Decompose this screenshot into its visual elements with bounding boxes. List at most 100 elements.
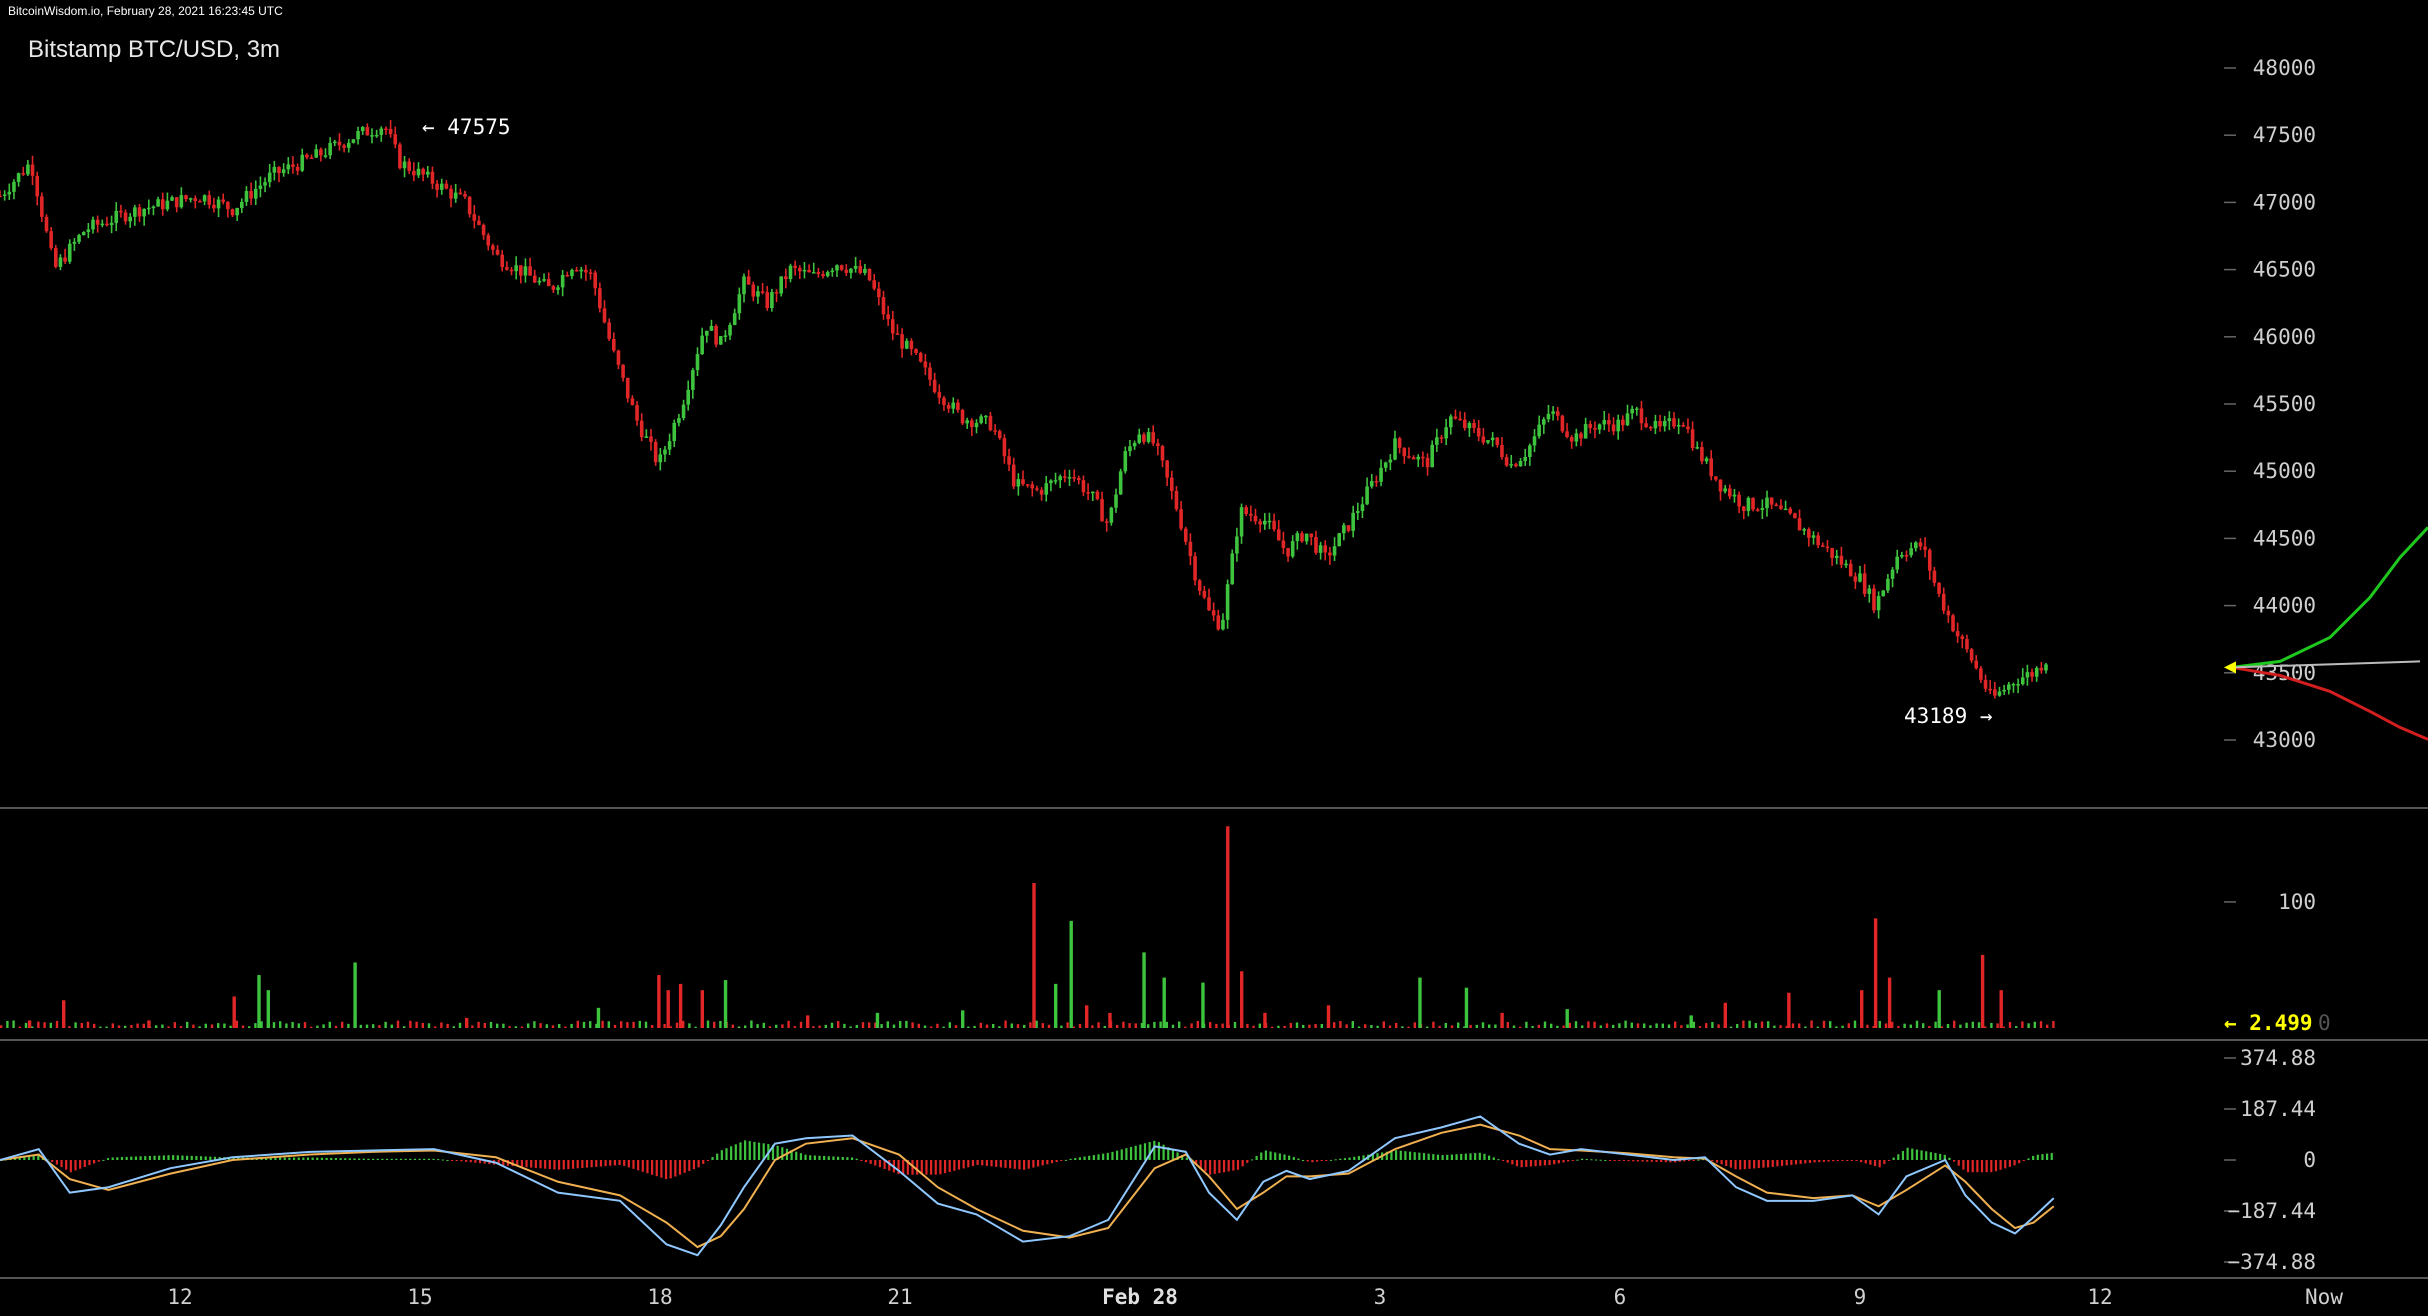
volume-spike xyxy=(1723,1002,1727,1028)
candle-body xyxy=(1077,478,1081,481)
candle-body xyxy=(774,292,779,294)
macd-histogram-bar xyxy=(1455,1154,1458,1160)
macd-histogram-bar xyxy=(1785,1160,1788,1166)
volume-bar xyxy=(43,1022,46,1028)
volume-bar xyxy=(235,1020,238,1028)
volume-bar xyxy=(1463,1026,1466,1028)
macd-histogram-bar xyxy=(581,1160,584,1168)
macd-histogram-bar xyxy=(850,1157,854,1160)
macd-histogram-bar xyxy=(65,1160,68,1170)
volume-bar xyxy=(1643,1023,1646,1028)
candle-body xyxy=(67,243,72,262)
volume-bar xyxy=(632,1021,635,1028)
macd-histogram-bar xyxy=(1743,1160,1746,1170)
volume-bar xyxy=(458,1022,462,1028)
macd-histogram-bar xyxy=(1343,1158,1347,1160)
volume-bar xyxy=(272,1022,276,1028)
candle-body xyxy=(1481,436,1486,443)
macd-tick-label: −374.88 xyxy=(2227,1250,2316,1274)
candle-body xyxy=(1142,434,1146,442)
volume-bar xyxy=(539,1023,542,1028)
volume-bar xyxy=(1798,1023,1801,1028)
volume-bar xyxy=(1388,1025,1392,1028)
candle-body xyxy=(1979,668,1983,680)
volume-bar xyxy=(1283,1025,1286,1028)
candle-body xyxy=(1955,631,1960,637)
macd-histogram-bar xyxy=(213,1156,217,1160)
candle-body xyxy=(198,201,202,203)
macd-histogram-bar xyxy=(1460,1153,1463,1160)
candle-body xyxy=(695,354,700,371)
volume-bar xyxy=(341,1021,344,1028)
candle-body xyxy=(128,216,132,222)
candle-body xyxy=(1276,529,1281,541)
candle-body xyxy=(1109,507,1114,523)
volume-bar xyxy=(1537,1024,1540,1028)
macd-histogram-bar xyxy=(1929,1152,1932,1160)
macd-histogram-bar xyxy=(1966,1160,1970,1173)
macd-histogram-bar xyxy=(1855,1160,1858,1161)
volume-bar xyxy=(285,1023,288,1028)
candle-body xyxy=(672,422,677,442)
macd-histogram-bar xyxy=(1218,1160,1221,1174)
macd-histogram-bar xyxy=(1278,1153,1281,1160)
volume-bar xyxy=(1320,1023,1323,1028)
candle-body xyxy=(1300,533,1304,542)
volume-bar xyxy=(192,1024,195,1028)
macd-histogram-bar xyxy=(162,1155,165,1160)
candle-body xyxy=(900,334,904,349)
volume-bar xyxy=(1878,1020,1881,1028)
macd-histogram-bar xyxy=(334,1158,337,1160)
candle-body xyxy=(398,144,402,169)
candle-body xyxy=(439,183,444,190)
volume-bar xyxy=(24,1022,28,1028)
macd-histogram-bar xyxy=(1418,1152,1421,1160)
candle-body xyxy=(1049,480,1053,484)
macd-histogram-bar xyxy=(1306,1160,1309,1162)
macd-histogram-bar xyxy=(855,1158,858,1160)
macd-histogram-bar xyxy=(1976,1160,1979,1173)
candle-body xyxy=(886,314,890,320)
volume-bar xyxy=(682,1020,685,1028)
volume-bar xyxy=(1450,1025,1454,1028)
candle-body xyxy=(1900,555,1904,557)
macd-histogram-bar xyxy=(51,1160,54,1162)
volume-spike xyxy=(62,1000,66,1028)
candle-body xyxy=(1495,437,1500,446)
volume-bar xyxy=(390,1024,393,1028)
candle-body xyxy=(1123,451,1128,472)
macd-histogram-bar xyxy=(1604,1160,1607,1161)
macd-histogram-bar xyxy=(1055,1160,1058,1163)
volume-spike xyxy=(1108,1012,1112,1028)
volume-bar xyxy=(737,1026,741,1028)
macd-histogram-bar xyxy=(1325,1160,1328,1161)
macd-histogram-bar xyxy=(1646,1160,1649,1162)
macd-histogram-bar xyxy=(1808,1160,1812,1163)
candle-body xyxy=(816,272,821,275)
macd-histogram-bar xyxy=(1036,1160,1040,1167)
candle-body xyxy=(1565,431,1569,438)
macd-histogram-bar xyxy=(692,1160,696,1170)
candle-body xyxy=(212,204,216,209)
volume-bar xyxy=(985,1024,989,1028)
candle-body xyxy=(226,201,230,210)
volume-bar xyxy=(1215,1023,1218,1028)
candle-body xyxy=(923,361,928,368)
candle-body xyxy=(1249,513,1253,516)
macd-histogram-bar xyxy=(1720,1160,1723,1165)
volume-bar xyxy=(1165,1021,1168,1028)
volume-bar xyxy=(1847,1023,1850,1028)
candle-body xyxy=(1555,411,1560,416)
macd-histogram-bar xyxy=(1734,1160,1737,1170)
macd-histogram-bar xyxy=(1548,1160,1551,1166)
candle-body xyxy=(240,201,244,208)
candle-body xyxy=(732,313,737,325)
macd-histogram-bar xyxy=(781,1147,784,1160)
macd-histogram-bar xyxy=(1288,1155,1291,1160)
candle-body xyxy=(342,145,346,148)
volume-bar xyxy=(620,1021,623,1028)
candle-body xyxy=(244,191,249,202)
volume-bar xyxy=(1550,1023,1553,1028)
macd-histogram-bar xyxy=(599,1160,603,1167)
